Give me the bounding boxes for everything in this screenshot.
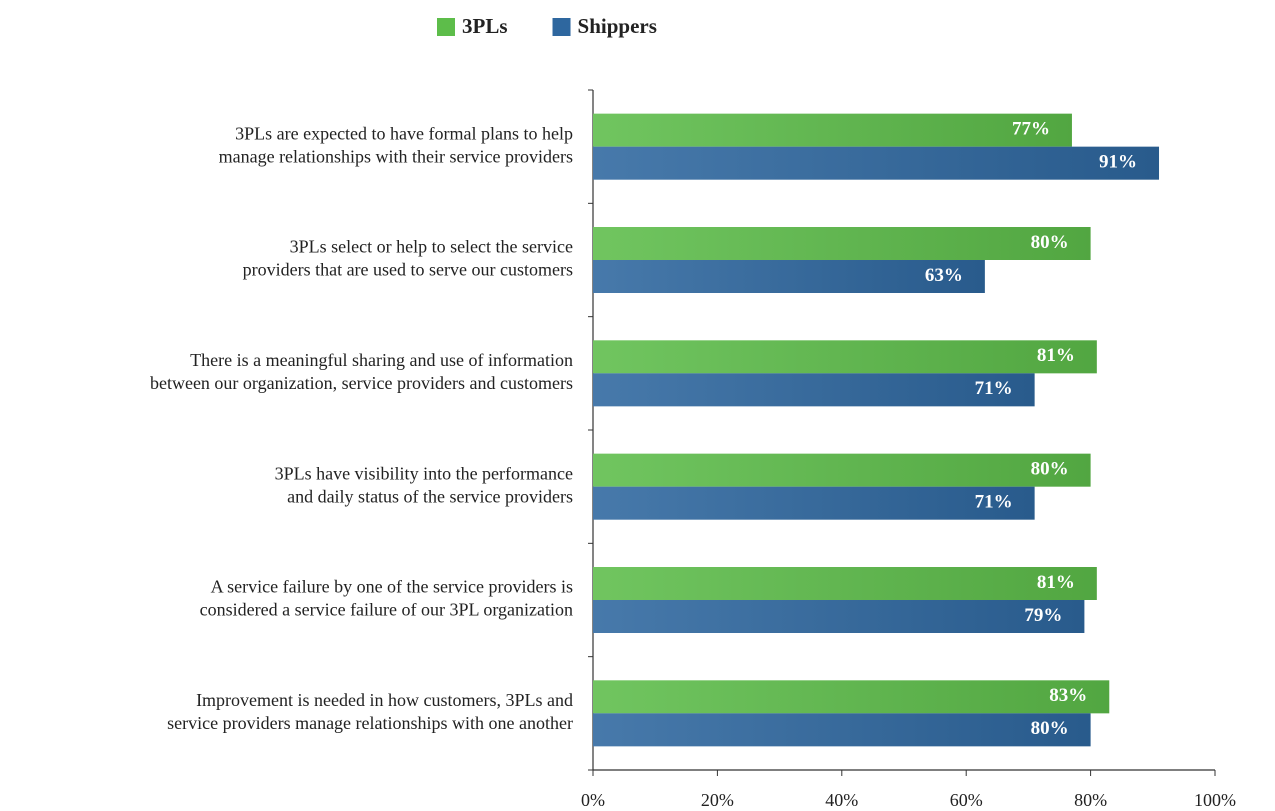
category-label: service providers manage relationships w… bbox=[167, 713, 573, 733]
value-label: 83% bbox=[1049, 685, 1087, 706]
bar-shade bbox=[593, 600, 1085, 633]
value-label: 77% bbox=[1012, 119, 1050, 140]
category-label: manage relationships with their service … bbox=[219, 146, 573, 166]
category-label: and daily status of the service provider… bbox=[287, 486, 573, 506]
legend-label: Shippers bbox=[578, 14, 657, 38]
bar-shade bbox=[593, 680, 1110, 714]
bar-shade bbox=[593, 260, 985, 293]
category-label: 3PLs are expected to have formal plans t… bbox=[235, 123, 573, 143]
x-tick-label: 60% bbox=[950, 790, 983, 810]
value-label: 81% bbox=[1037, 572, 1075, 593]
legend-label: 3PLs bbox=[462, 14, 508, 38]
x-tick-label: 80% bbox=[1074, 790, 1107, 810]
category-label: considered a service failure of our 3PL … bbox=[200, 600, 573, 620]
category-label: There is a meaningful sharing and use of… bbox=[190, 350, 573, 370]
value-label: 80% bbox=[1031, 459, 1069, 480]
bar-shade bbox=[593, 340, 1097, 374]
bar-shade bbox=[593, 486, 1035, 520]
x-tick-label: 0% bbox=[581, 790, 605, 810]
bar-shade bbox=[593, 453, 1091, 487]
bar-shade bbox=[593, 227, 1091, 260]
value-label: 71% bbox=[975, 378, 1013, 399]
bar-shade bbox=[593, 373, 1035, 407]
x-tick-label: 100% bbox=[1194, 790, 1236, 810]
value-label: 91% bbox=[1099, 152, 1137, 173]
category-label: Improvement is needed in how customers, … bbox=[196, 690, 573, 710]
category-label: A service failure by one of the service … bbox=[211, 577, 573, 597]
x-tick-label: 40% bbox=[825, 790, 858, 810]
value-label: 81% bbox=[1037, 345, 1075, 366]
value-label: 71% bbox=[975, 492, 1013, 513]
legend-swatch bbox=[437, 18, 455, 36]
value-label: 80% bbox=[1031, 718, 1069, 739]
legend-swatch bbox=[552, 18, 571, 36]
bar-shade bbox=[593, 713, 1091, 747]
bar-shade bbox=[593, 567, 1097, 600]
category-label: 3PLs have visibility into the performanc… bbox=[275, 463, 573, 483]
category-label: providers that are used to serve our cus… bbox=[243, 260, 573, 280]
category-label: 3PLs select or help to select the servic… bbox=[290, 237, 573, 257]
value-label: 80% bbox=[1031, 232, 1069, 253]
x-tick-label: 20% bbox=[701, 790, 734, 810]
bar-shade bbox=[593, 146, 1160, 180]
value-label: 63% bbox=[925, 265, 963, 286]
value-label: 79% bbox=[1024, 605, 1062, 626]
bar-shade bbox=[593, 113, 1072, 147]
category-label: between our organization, service provid… bbox=[150, 373, 573, 393]
